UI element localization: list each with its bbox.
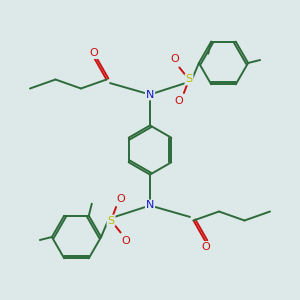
Text: N: N (146, 89, 154, 100)
Text: O: O (170, 54, 179, 64)
Text: N: N (146, 200, 154, 211)
Text: O: O (89, 48, 98, 58)
Text: S: S (185, 74, 193, 85)
Text: S: S (107, 215, 115, 226)
Text: O: O (175, 96, 184, 106)
Text: O: O (121, 236, 130, 246)
Text: O: O (116, 194, 125, 204)
Text: O: O (202, 242, 211, 252)
